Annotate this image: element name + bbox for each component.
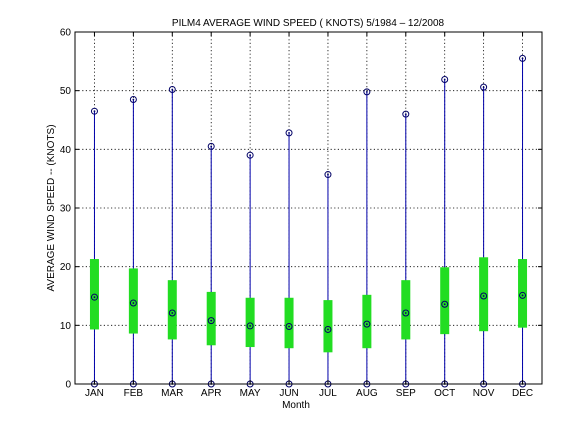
max-marker-dot <box>210 145 213 148</box>
max-marker-dot <box>327 173 329 176</box>
median-marker-dot <box>249 325 252 327</box>
x-tick-label: JAN <box>85 388 104 399</box>
max-marker-dot <box>288 132 290 134</box>
median-marker-dot <box>93 296 96 299</box>
median-marker <box>363 320 371 328</box>
x-tick-label: DEC <box>512 388 533 399</box>
max-marker-dot <box>365 90 368 93</box>
median-marker <box>129 299 137 307</box>
max-marker <box>207 142 215 150</box>
max-marker-dot <box>171 88 174 91</box>
median-marker <box>519 291 527 299</box>
x-tick-label: SEP <box>396 388 416 399</box>
x-tick-label: NOV <box>473 388 495 399</box>
iqr-box <box>245 297 255 348</box>
y-axis-label: AVERAGE WIND SPEED -- (KNOTS) <box>46 124 57 291</box>
max-marker-dot <box>521 57 524 60</box>
max-marker-dot <box>443 78 446 81</box>
median-marker <box>285 323 293 331</box>
median-marker-dot <box>443 303 446 306</box>
x-tick-label: AUG <box>356 388 378 399</box>
max-marker <box>285 129 293 137</box>
median-marker-dot <box>521 294 524 297</box>
max-marker-dot <box>404 113 407 116</box>
max-marker <box>441 76 449 84</box>
y-tick-label: 20 <box>60 262 72 273</box>
x-axis-label: Month <box>282 400 310 411</box>
iqr-box <box>128 268 138 334</box>
x-tick-label: FEB <box>124 388 144 399</box>
x-tick-label: MAY <box>240 388 261 399</box>
max-marker <box>363 88 371 96</box>
max-marker <box>519 54 527 62</box>
median-marker-dot <box>288 325 290 328</box>
y-tick-label: 60 <box>60 28 72 39</box>
iqr-box <box>284 297 294 349</box>
axes: 0 10 20 30 40 50 60 JAN FEB MAR APR MAY JUN JUL AUG SEP… <box>60 28 542 399</box>
x-tick-label: APR <box>201 388 222 399</box>
max-marker <box>246 151 254 159</box>
y-tick-label: 40 <box>60 145 72 156</box>
median-marker <box>168 309 176 317</box>
median-marker-dot <box>210 319 213 322</box>
x-tick-label: JUN <box>279 388 298 399</box>
max-marker-dot <box>93 110 96 113</box>
iqr-box <box>206 291 216 346</box>
iqr-box <box>518 259 528 328</box>
median-marker <box>90 293 98 301</box>
median-marker-dot <box>327 328 329 331</box>
median-marker <box>207 317 215 325</box>
iqr-box <box>479 257 489 332</box>
x-tick-label: OCT <box>434 388 455 399</box>
median-marker <box>324 325 332 333</box>
box-jan <box>89 107 99 388</box>
median-marker <box>441 300 449 308</box>
box-mar <box>167 85 177 388</box>
max-marker <box>90 107 98 115</box>
median-marker-dot <box>404 312 407 314</box>
x-tick-label: MAR <box>161 388 183 399</box>
y-tick-label: 0 <box>65 380 71 391</box>
max-marker <box>480 83 488 91</box>
median-marker <box>480 292 488 300</box>
x-tick-label: JUL <box>319 388 337 399</box>
max-marker <box>324 171 332 179</box>
median-marker <box>402 309 410 317</box>
max-marker-dot <box>482 86 485 89</box>
median-marker-dot <box>365 323 368 326</box>
y-tick-label: 10 <box>60 321 72 332</box>
median-marker-dot <box>171 312 174 314</box>
iqr-box <box>440 267 450 335</box>
median-marker-dot <box>132 302 135 304</box>
boxes <box>89 54 528 388</box>
max-marker <box>402 110 410 118</box>
max-marker <box>168 85 176 93</box>
y-tick-label: 30 <box>60 204 72 215</box>
chart-title: PILM4 AVERAGE WIND SPEED ( KNOTS) 5/1984… <box>172 18 445 29</box>
y-tick-label: 50 <box>60 86 72 97</box>
median-marker <box>246 322 254 330</box>
max-marker-dot <box>249 154 252 157</box>
max-marker <box>129 95 137 103</box>
max-marker-dot <box>132 98 135 101</box>
median-marker-dot <box>482 295 485 297</box>
